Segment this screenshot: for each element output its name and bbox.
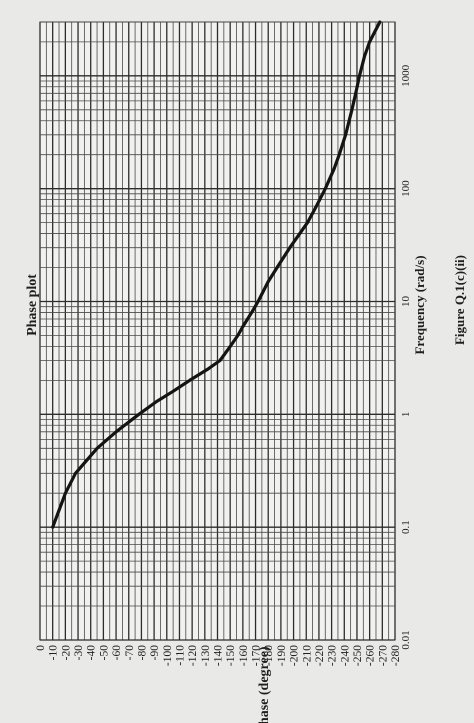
y-tick-label: -160 — [238, 645, 250, 666]
y-tick-label: -30 — [73, 645, 85, 661]
y-tick-label: -240 — [339, 645, 351, 666]
phase-curve — [51, 20, 382, 529]
y-tick-label: -100 — [162, 645, 174, 666]
x-tick-label: 1 — [400, 412, 412, 418]
figure-caption: Figure Q.1(c)(ii) — [452, 255, 467, 345]
y-tick-label: -90 — [149, 645, 161, 661]
y-tick-label: -180 — [263, 645, 275, 666]
y-tick-label: -80 — [136, 645, 148, 661]
y-tick-label: -10 — [48, 645, 60, 661]
y-tick-label: -170 — [251, 645, 263, 666]
x-tick-label: 1000 — [400, 64, 412, 87]
y-tick-label: -150 — [225, 645, 237, 666]
y-tick-label: -140 — [213, 645, 225, 666]
x-axis-label: Frequency (rad/s) — [412, 255, 427, 354]
y-tick-label: -200 — [289, 645, 301, 666]
x-tick-label: 0.01 — [400, 630, 412, 649]
y-tick-label: -20 — [60, 645, 72, 661]
y-axis-label: Phase (degree) — [257, 646, 272, 723]
y-tick-label: -70 — [124, 645, 136, 661]
y-tick-label: -40 — [86, 645, 98, 661]
y-tick-label: -270 — [377, 645, 389, 666]
y-tick-label: -250 — [352, 645, 364, 666]
y-tick-label: -230 — [327, 645, 339, 666]
y-tick-label: -50 — [98, 645, 110, 661]
x-tick-label: 100 — [400, 180, 412, 197]
y-tick-label: -220 — [314, 645, 326, 666]
y-tick-label: -60 — [111, 645, 123, 661]
axis-labels: 0 -10 -20 -30 -40 -50 -60 -70 -80 -90 -100 -110 -120… — [35, 64, 412, 666]
x-tick-label: 0.1 — [400, 520, 412, 534]
y-tick-label: -280 — [390, 645, 402, 666]
y-tick-label: 0 — [35, 645, 47, 651]
y-tick-label: -260 — [365, 645, 377, 666]
chart-title: Phase plot — [25, 274, 40, 336]
y-tick-label: -190 — [276, 645, 288, 666]
y-tick-label: -120 — [187, 645, 199, 666]
y-tick-label: -210 — [301, 645, 313, 666]
y-tick-label: -130 — [200, 645, 212, 666]
y-tick-label: -110 — [174, 645, 186, 666]
x-tick-label: 10 — [400, 296, 412, 308]
